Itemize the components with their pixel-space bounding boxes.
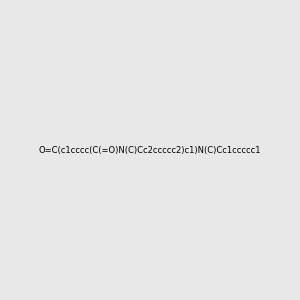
Text: O=C(c1cccc(C(=O)N(C)Cc2ccccc2)c1)N(C)Cc1ccccc1: O=C(c1cccc(C(=O)N(C)Cc2ccccc2)c1)N(C)Cc1…: [39, 146, 261, 154]
